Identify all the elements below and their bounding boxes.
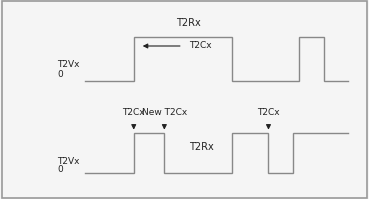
Text: 0: 0 xyxy=(57,70,63,79)
Text: T2Cx: T2Cx xyxy=(257,108,280,117)
Text: T2Vx: T2Vx xyxy=(57,157,80,167)
Text: T2Rx: T2Rx xyxy=(189,142,214,152)
Text: T2Cx: T2Cx xyxy=(189,42,211,51)
Text: T2Vx: T2Vx xyxy=(57,60,80,69)
Text: New T2Cx: New T2Cx xyxy=(142,108,187,117)
Text: T2Rx: T2Rx xyxy=(176,18,201,28)
Text: 0: 0 xyxy=(57,165,63,175)
Text: T2Cx: T2Cx xyxy=(123,108,145,117)
